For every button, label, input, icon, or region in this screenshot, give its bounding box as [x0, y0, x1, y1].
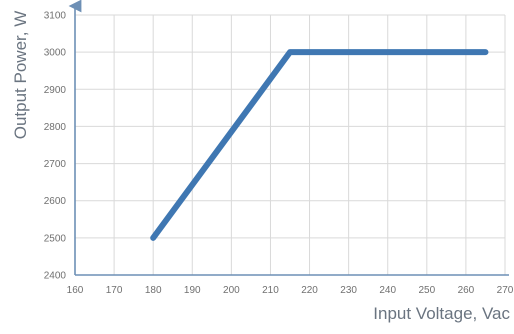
y-tick-label: 2700	[44, 159, 67, 170]
x-tick-label: 220	[301, 285, 318, 296]
y-tick-label: 3000	[44, 48, 67, 59]
x-tick-label: 230	[340, 285, 357, 296]
x-tick-label: 260	[458, 285, 475, 296]
series-line	[150, 49, 489, 241]
x-tick-label: 240	[379, 285, 396, 296]
x-tick-label: 200	[223, 285, 240, 296]
x-axis-title: Input Voltage, Vac	[373, 304, 510, 323]
x-tick-label: 180	[145, 285, 162, 296]
y-tick-label: 3100	[44, 11, 67, 22]
x-tick-label: 160	[67, 285, 84, 296]
x-tick-label: 210	[262, 285, 279, 296]
x-tick-label: 190	[184, 285, 201, 296]
tick-labels: 160 170 180 190 200 210 220 230 240 250 260 270 2400…	[44, 11, 514, 297]
x-tick-label: 170	[106, 285, 123, 296]
x-tick-label: 250	[418, 285, 435, 296]
y-tick-label: 2500	[44, 233, 67, 244]
series-layer	[150, 49, 489, 241]
y-tick-label: 2400	[44, 271, 67, 282]
y-tick-label: 2900	[44, 85, 67, 96]
x-tick-label: 270	[497, 285, 514, 296]
y-tick-label: 2600	[44, 196, 67, 207]
y-tick-label: 2800	[44, 122, 67, 133]
axes	[68, 0, 509, 276]
y-axis-title: Output Power, W	[11, 11, 30, 140]
